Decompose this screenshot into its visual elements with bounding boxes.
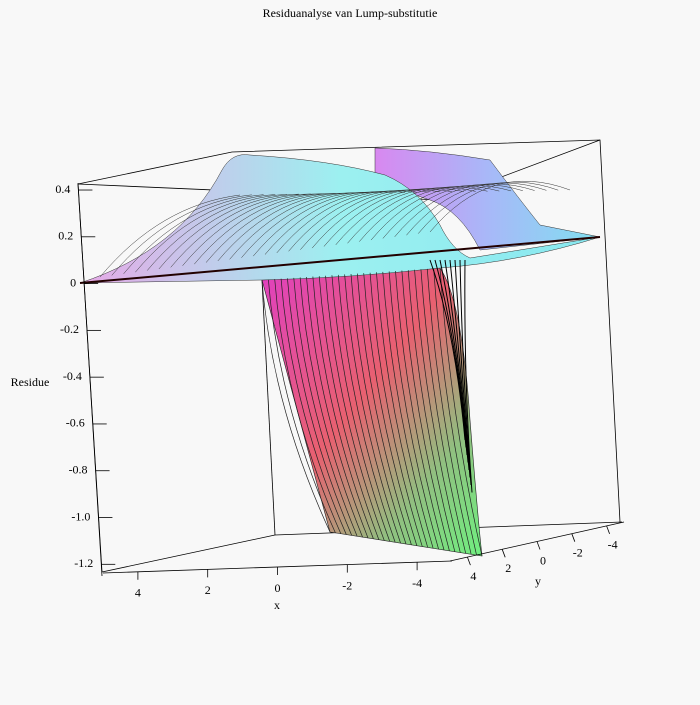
mesh-line	[394, 183, 535, 237]
y-tick	[571, 533, 576, 542]
x-tick-label: 4	[135, 586, 141, 600]
mesh-line	[146, 194, 288, 271]
y-tick	[501, 549, 506, 558]
y-tick-label: -4	[608, 538, 618, 552]
z-tick-label: 0.4	[55, 182, 70, 196]
y-tick-label: -2	[573, 545, 583, 559]
y-tick-label: 2	[505, 561, 511, 575]
x-axis-label: x	[274, 598, 280, 612]
mesh-line	[357, 273, 412, 545]
mesh-line	[318, 276, 380, 540]
mesh-line	[344, 274, 401, 544]
mesh-line	[382, 271, 434, 549]
mesh-line	[306, 276, 369, 539]
mesh-line	[312, 276, 374, 539]
mesh-line	[299, 277, 363, 538]
z-tick-label: -0.8	[69, 462, 88, 476]
mesh-line	[268, 279, 336, 534]
z-tick-label: -0.4	[63, 369, 82, 383]
z-tick-label: 0.2	[58, 229, 73, 243]
mesh-line	[182, 193, 323, 266]
mesh-line	[449, 259, 470, 471]
zero-level	[79, 236, 601, 284]
mesh-line	[276, 190, 417, 254]
mesh-line	[418, 181, 559, 234]
mesh-line	[274, 279, 342, 534]
z-tick-label: 0	[70, 275, 76, 289]
mesh-line	[350, 273, 407, 545]
mesh-line	[293, 277, 358, 537]
mesh-line	[123, 194, 264, 274]
z-tick-label: -0.6	[66, 416, 85, 430]
mesh-line	[401, 270, 450, 551]
mesh-line	[170, 193, 311, 268]
mesh-line	[454, 259, 471, 478]
box-edge	[77, 139, 621, 523]
y-tick-label: 0	[540, 553, 546, 567]
mesh-line	[337, 274, 396, 543]
z-axis	[77, 182, 103, 577]
box-edge	[261, 279, 276, 536]
mesh-line	[376, 272, 429, 548]
mesh-line	[370, 185, 512, 241]
x-tick-label: -2	[342, 578, 352, 592]
z-tick-label: -1.0	[71, 509, 90, 523]
z-tick-label: -0.2	[60, 322, 79, 336]
mesh-line	[325, 275, 385, 541]
mesh-line	[280, 278, 347, 535]
mesh-line	[429, 180, 571, 233]
box-edge	[101, 534, 276, 573]
mesh-line	[382, 184, 523, 239]
mesh-line	[363, 273, 418, 546]
mesh-line	[426, 268, 472, 555]
mesh-line	[287, 278, 353, 536]
mesh-line	[311, 188, 453, 249]
mesh-line	[407, 270, 456, 552]
z-axis-label: Residue	[11, 375, 50, 389]
mesh-line	[433, 268, 477, 556]
x-tick-label: -4	[412, 576, 422, 590]
mesh-line	[464, 259, 473, 493]
mesh-line	[369, 272, 423, 547]
y-tick-label: 4	[470, 569, 476, 583]
mesh-line	[261, 279, 331, 533]
y-tick	[536, 541, 541, 550]
mesh-line	[420, 269, 467, 554]
mesh-line	[414, 269, 461, 553]
y-tick	[606, 525, 610, 535]
surface-ridge	[79, 154, 601, 284]
mesh-line	[388, 271, 439, 550]
x-tick-label: 2	[205, 583, 211, 597]
mesh-line	[205, 193, 347, 263]
chart-title: Residuanalyse van Lump-substitutie	[263, 6, 438, 20]
mesh-line	[331, 275, 391, 542]
surface	[79, 147, 601, 557]
mesh-line	[135, 194, 276, 273]
mesh-line	[347, 186, 488, 244]
mesh-line	[194, 193, 335, 265]
mesh-line	[158, 193, 299, 270]
mesh-line	[300, 189, 441, 250]
mesh-line	[217, 192, 358, 262]
x-tick-label: 0	[275, 581, 281, 595]
mesh-line	[406, 182, 547, 236]
mesh-line	[99, 194, 241, 278]
mesh-line	[335, 187, 476, 246]
z-tick-label: -1.2	[74, 556, 93, 570]
y-tick	[467, 556, 471, 566]
mesh-line	[459, 259, 472, 486]
mesh-line	[395, 270, 445, 551]
mesh-line	[439, 267, 483, 557]
mesh-line	[111, 194, 252, 276]
y-axis-label: y	[535, 574, 541, 588]
